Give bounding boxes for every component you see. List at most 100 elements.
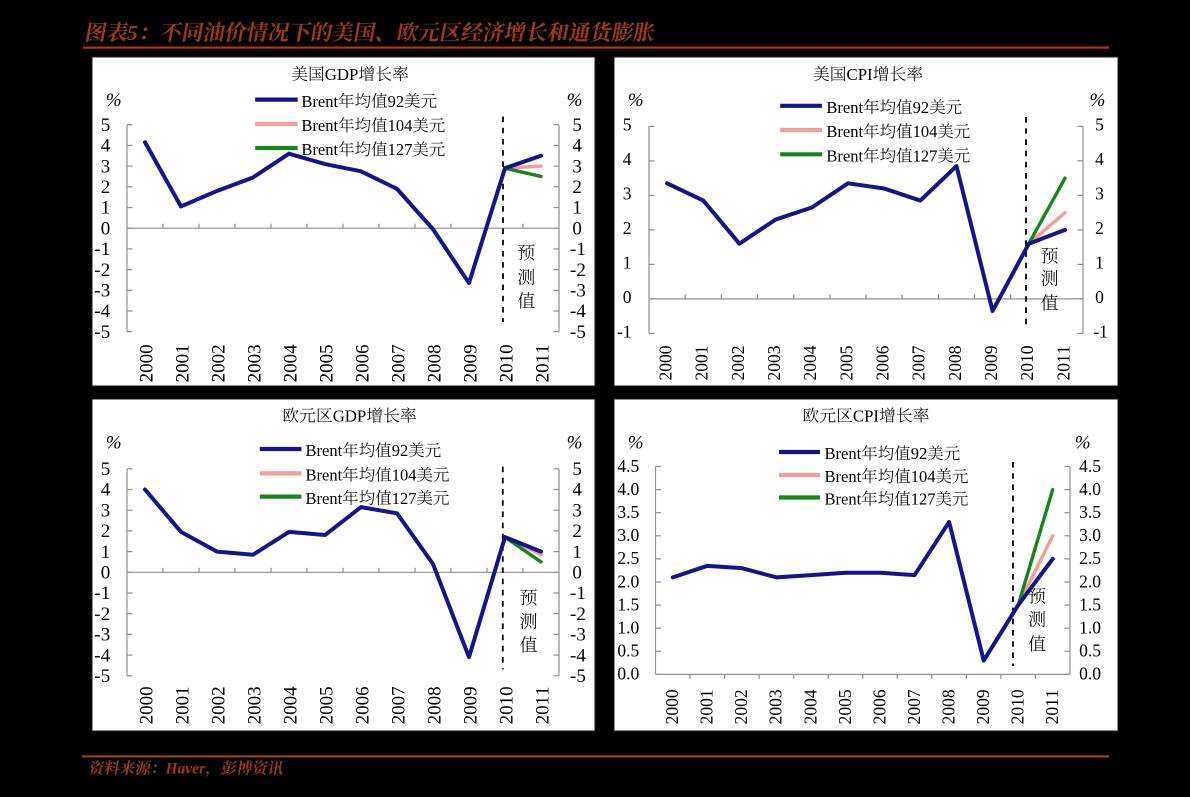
svg-text:2010: 2010 (496, 344, 517, 382)
svg-text:92: 92 (392, 441, 409, 460)
svg-text:2: 2 (101, 260, 111, 281)
svg-text:4: 4 (101, 136, 111, 157)
svg-text:1: 1 (101, 542, 111, 563)
svg-text:3: 3 (572, 500, 582, 521)
svg-text:0.0: 0.0 (1079, 664, 1101, 684)
svg-text:-: - (94, 301, 100, 322)
svg-text:1.5: 1.5 (1079, 594, 1101, 614)
svg-text:4: 4 (572, 480, 582, 501)
svg-text:0: 0 (572, 563, 582, 584)
svg-text:2: 2 (572, 177, 582, 198)
svg-text:1: 1 (101, 239, 111, 260)
svg-text:104: 104 (913, 122, 938, 141)
svg-text:-: - (570, 645, 576, 666)
svg-text:CPI: CPI (847, 65, 873, 84)
svg-text:3: 3 (572, 156, 582, 177)
svg-text:%: % (628, 90, 644, 111)
svg-text:Brent: Brent (825, 490, 862, 509)
svg-text:104: 104 (911, 467, 936, 486)
svg-text:2008: 2008 (938, 689, 958, 724)
svg-text:2006: 2006 (352, 686, 373, 724)
svg-text:%: % (567, 433, 583, 454)
svg-text:2002: 2002 (208, 344, 229, 382)
svg-text:2007: 2007 (388, 686, 409, 724)
svg-text:1.0: 1.0 (1079, 618, 1101, 638)
svg-text:Brent: Brent (301, 116, 338, 135)
svg-text:2008: 2008 (424, 344, 445, 382)
svg-text:2010: 2010 (496, 686, 517, 724)
svg-text:5: 5 (127, 21, 138, 45)
svg-text:2003: 2003 (764, 345, 784, 380)
svg-text:2005: 2005 (316, 686, 337, 724)
svg-text:-: - (94, 260, 100, 281)
svg-text:2005: 2005 (835, 689, 855, 724)
svg-text:1: 1 (101, 583, 111, 604)
svg-text:2007: 2007 (904, 689, 924, 724)
svg-text:2007: 2007 (909, 345, 929, 380)
svg-text:%: % (1075, 433, 1091, 454)
svg-text:5: 5 (1095, 115, 1104, 135)
svg-text:2001: 2001 (172, 686, 193, 724)
svg-text:5: 5 (576, 322, 586, 343)
svg-text:-: - (570, 260, 576, 281)
svg-text:2004: 2004 (280, 686, 301, 725)
svg-text:4: 4 (101, 301, 111, 322)
svg-text:2003: 2003 (244, 344, 265, 382)
svg-text:4: 4 (576, 645, 586, 666)
svg-text:0: 0 (101, 563, 111, 584)
svg-text:5: 5 (572, 115, 582, 136)
svg-text:2009: 2009 (981, 345, 1001, 380)
svg-text:104: 104 (392, 466, 417, 485)
svg-text:2010: 2010 (1008, 689, 1028, 724)
svg-text:0.5: 0.5 (617, 641, 639, 661)
svg-text:2004: 2004 (800, 345, 820, 380)
svg-text:-: - (570, 604, 576, 625)
svg-text:-: - (570, 239, 576, 260)
svg-text:1: 1 (576, 239, 586, 260)
svg-text:1.5: 1.5 (617, 594, 639, 614)
svg-text:2.0: 2.0 (1079, 571, 1101, 591)
svg-text:0: 0 (101, 218, 111, 239)
svg-text:2: 2 (576, 260, 586, 281)
svg-text:GDP: GDP (325, 65, 359, 84)
svg-text:2004: 2004 (280, 344, 301, 383)
svg-text:5: 5 (576, 666, 586, 687)
svg-text:%: % (567, 90, 583, 111)
svg-text:-: - (94, 583, 100, 604)
svg-text:0: 0 (623, 287, 632, 307)
svg-text:4: 4 (101, 645, 111, 666)
svg-text:2: 2 (1095, 218, 1104, 238)
svg-text:2011: 2011 (532, 686, 553, 724)
svg-text:GDP: GDP (333, 407, 367, 426)
svg-text:-: - (570, 301, 576, 322)
svg-text:1: 1 (101, 198, 111, 219)
svg-text:Brent: Brent (306, 441, 343, 460)
svg-text:2000: 2000 (656, 345, 676, 380)
svg-text:-: - (94, 322, 100, 343)
svg-text:2002: 2002 (728, 346, 748, 381)
svg-text:2008: 2008 (424, 686, 445, 724)
svg-text:2001: 2001 (692, 346, 712, 381)
svg-text:-: - (570, 583, 576, 604)
svg-text:4: 4 (101, 480, 111, 501)
svg-text:%: % (106, 433, 122, 454)
svg-text:-: - (94, 645, 100, 666)
svg-text:2005: 2005 (316, 344, 337, 382)
svg-text:2: 2 (101, 177, 111, 198)
svg-text:3: 3 (1095, 184, 1104, 204)
svg-text:Brent: Brent (301, 140, 338, 159)
svg-text:Brent: Brent (306, 466, 343, 485)
svg-text:4.5: 4.5 (617, 456, 639, 476)
svg-text:104: 104 (388, 116, 413, 135)
svg-text:Brent: Brent (826, 122, 863, 141)
svg-text:2001: 2001 (172, 344, 193, 382)
svg-text:2: 2 (101, 604, 111, 625)
svg-text:5: 5 (101, 115, 111, 136)
svg-text:Haver: Haver (165, 761, 207, 778)
svg-text:2002: 2002 (208, 686, 229, 724)
svg-text:3.0: 3.0 (1079, 525, 1101, 545)
svg-text:2006: 2006 (869, 689, 889, 724)
svg-text:2005: 2005 (836, 345, 856, 380)
svg-text:2011: 2011 (532, 344, 553, 382)
svg-text:CPI: CPI (853, 407, 879, 426)
